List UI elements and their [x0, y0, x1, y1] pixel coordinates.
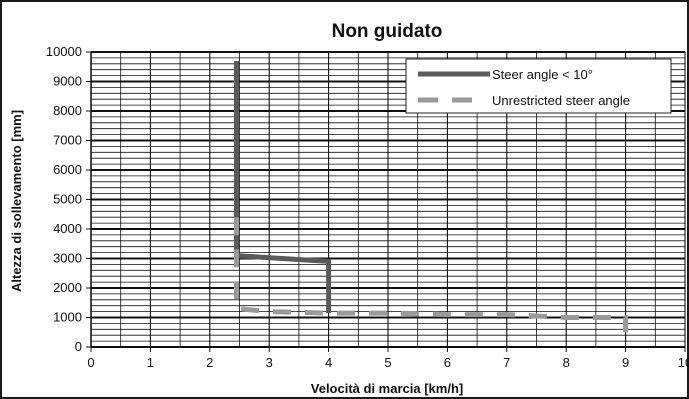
x-tick-label: 10: [678, 355, 689, 370]
y-tick-label: 0: [75, 339, 82, 354]
x-tick-label: 0: [87, 355, 94, 370]
x-tick-label: 7: [503, 355, 510, 370]
series-line-2: [234, 217, 629, 333]
series-group: [234, 60, 629, 333]
y-tick-label: 4000: [53, 221, 82, 236]
x-tick-label: 4: [325, 355, 332, 370]
y-tick-label: 2000: [53, 280, 82, 295]
x-tick-label: 5: [384, 355, 391, 370]
y-tick-label: 10000: [46, 44, 82, 59]
x-tick-label: 1: [147, 355, 154, 370]
legend-label-series-2: Unrestricted steer angle: [492, 93, 630, 108]
y-tick-label: 5000: [53, 192, 82, 207]
x-axis-ticks: 0 1 2 3 4 5 6 7 8 9 10: [87, 347, 689, 370]
y-axis-label: Altezza di sollevamento [mm]: [9, 110, 24, 292]
y-tick-label: 9000: [53, 74, 82, 89]
x-axis-label: Velocità di marcia [km/h]: [311, 381, 463, 396]
x-tick-label: 9: [622, 355, 629, 370]
y-axis-ticks: 0 1000 2000 3000 4000 5000 6000 7000 8000 9000 100…: [46, 44, 91, 354]
y-tick-label: 8000: [53, 103, 82, 118]
y-tick-label: 6000: [53, 162, 82, 177]
chart-title: Non guidato: [332, 21, 443, 42]
legend-label-series-1: Steer angle < 10°: [492, 67, 593, 82]
x-tick-label: 6: [444, 355, 451, 370]
y-tick-label: 7000: [53, 133, 82, 148]
x-tick-label: 3: [266, 355, 273, 370]
y-tick-label: 3000: [53, 251, 82, 266]
series-line-1: [234, 60, 332, 314]
x-tick-label: 2: [206, 355, 213, 370]
legend: Steer angle < 10° Unrestricted steer ang…: [405, 58, 672, 114]
legend-box: [405, 58, 672, 114]
y-tick-label: 1000: [53, 310, 82, 325]
x-tick-label: 8: [563, 355, 570, 370]
